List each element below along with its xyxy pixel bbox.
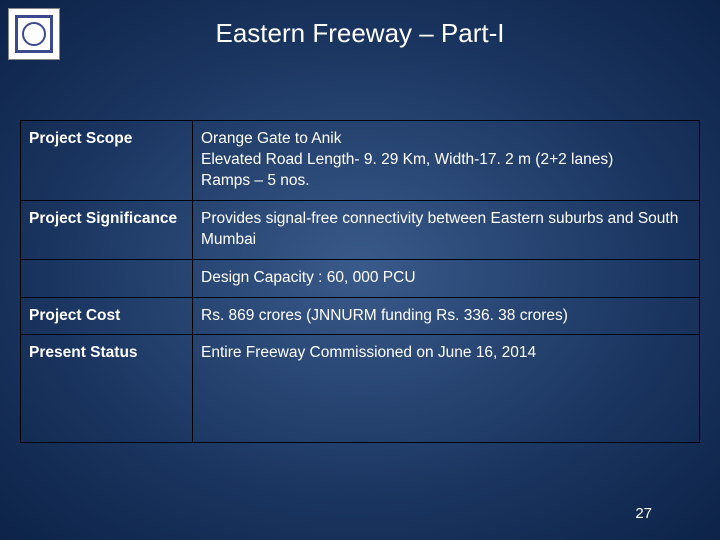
slide-title: Eastern Freeway – Part-I [0, 18, 720, 49]
row-label: Project Significance [21, 200, 193, 259]
row-value: Provides signal-free connectivity betwee… [193, 200, 700, 259]
row-value: Orange Gate to Anik Elevated Road Length… [193, 121, 700, 201]
table-body: Project ScopeOrange Gate to Anik Elevate… [21, 121, 700, 443]
project-info-table: Project ScopeOrange Gate to Anik Elevate… [20, 120, 700, 443]
page-number: 27 [635, 505, 652, 522]
row-label: Project Cost [21, 297, 193, 335]
row-value: Entire Freeway Commissioned on June 16, … [193, 335, 700, 443]
table-row: Project CostRs. 869 crores (JNNURM fundi… [21, 297, 700, 335]
table-row: Design Capacity : 60, 000 PCU [21, 259, 700, 297]
row-label: Present Status [21, 335, 193, 443]
row-label: Project Scope [21, 121, 193, 201]
row-value: Design Capacity : 60, 000 PCU [193, 259, 700, 297]
row-value: Rs. 869 crores (JNNURM funding Rs. 336. … [193, 297, 700, 335]
table-row: Project SignificanceProvides signal-free… [21, 200, 700, 259]
table-row: Project ScopeOrange Gate to Anik Elevate… [21, 121, 700, 201]
row-label [21, 259, 193, 297]
table-row: Present Status Entire Freeway Commission… [21, 335, 700, 443]
